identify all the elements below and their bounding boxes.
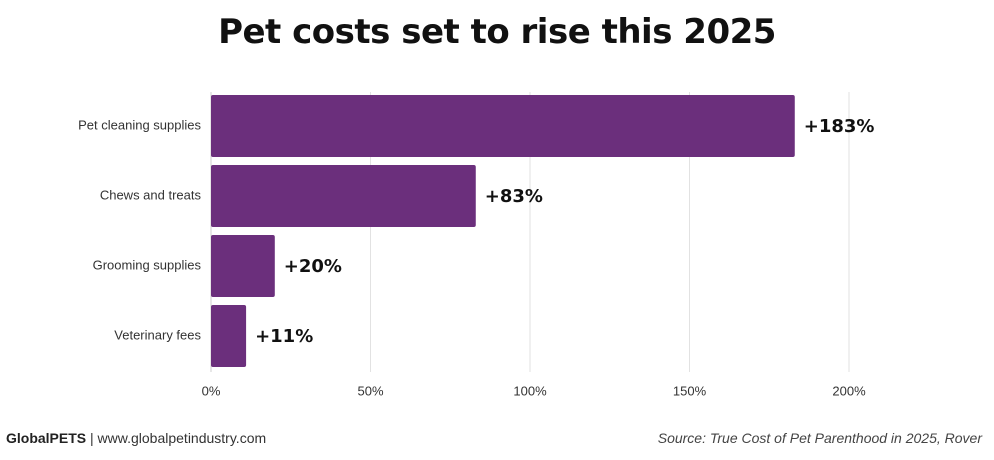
data-label: +83% [485, 186, 543, 207]
source-note: Source: True Cost of Pet Parenthood in 2… [657, 430, 982, 446]
category-label: Chews and treats [100, 187, 202, 202]
x-tick-label: 100% [513, 384, 547, 399]
footer-separator: | [86, 430, 98, 446]
bar [211, 235, 275, 297]
x-tick-label: 200% [832, 384, 866, 399]
category-label: Grooming supplies [93, 257, 202, 272]
bar [211, 305, 247, 367]
data-label: +183% [804, 116, 875, 137]
brand-name: GlobalPETS [6, 430, 87, 446]
labels: 0% 50% 100% 150% 200% Pet cleaning supplies +1… [78, 116, 874, 399]
data-label: +11% [255, 326, 313, 347]
chart-title: Pet costs set to rise this 2025 [218, 12, 776, 52]
bars [211, 95, 795, 367]
bar [211, 165, 476, 227]
category-label: Pet cleaning supplies [78, 117, 201, 132]
x-tick-label: 0% [202, 384, 221, 399]
footer-credit: GlobalPETS | www.globalpetindustry.com [6, 430, 266, 446]
x-tick-label: 150% [673, 384, 707, 399]
bar [211, 95, 795, 157]
category-label: Veterinary fees [114, 327, 201, 342]
bar-chart: 0% 50% 100% 150% 200% Pet cleaning supplies +1… [78, 92, 874, 399]
website-link[interactable]: www.globalpetindustry.com [97, 430, 267, 446]
x-tick-label: 50% [357, 384, 383, 399]
data-label: +20% [284, 256, 342, 277]
